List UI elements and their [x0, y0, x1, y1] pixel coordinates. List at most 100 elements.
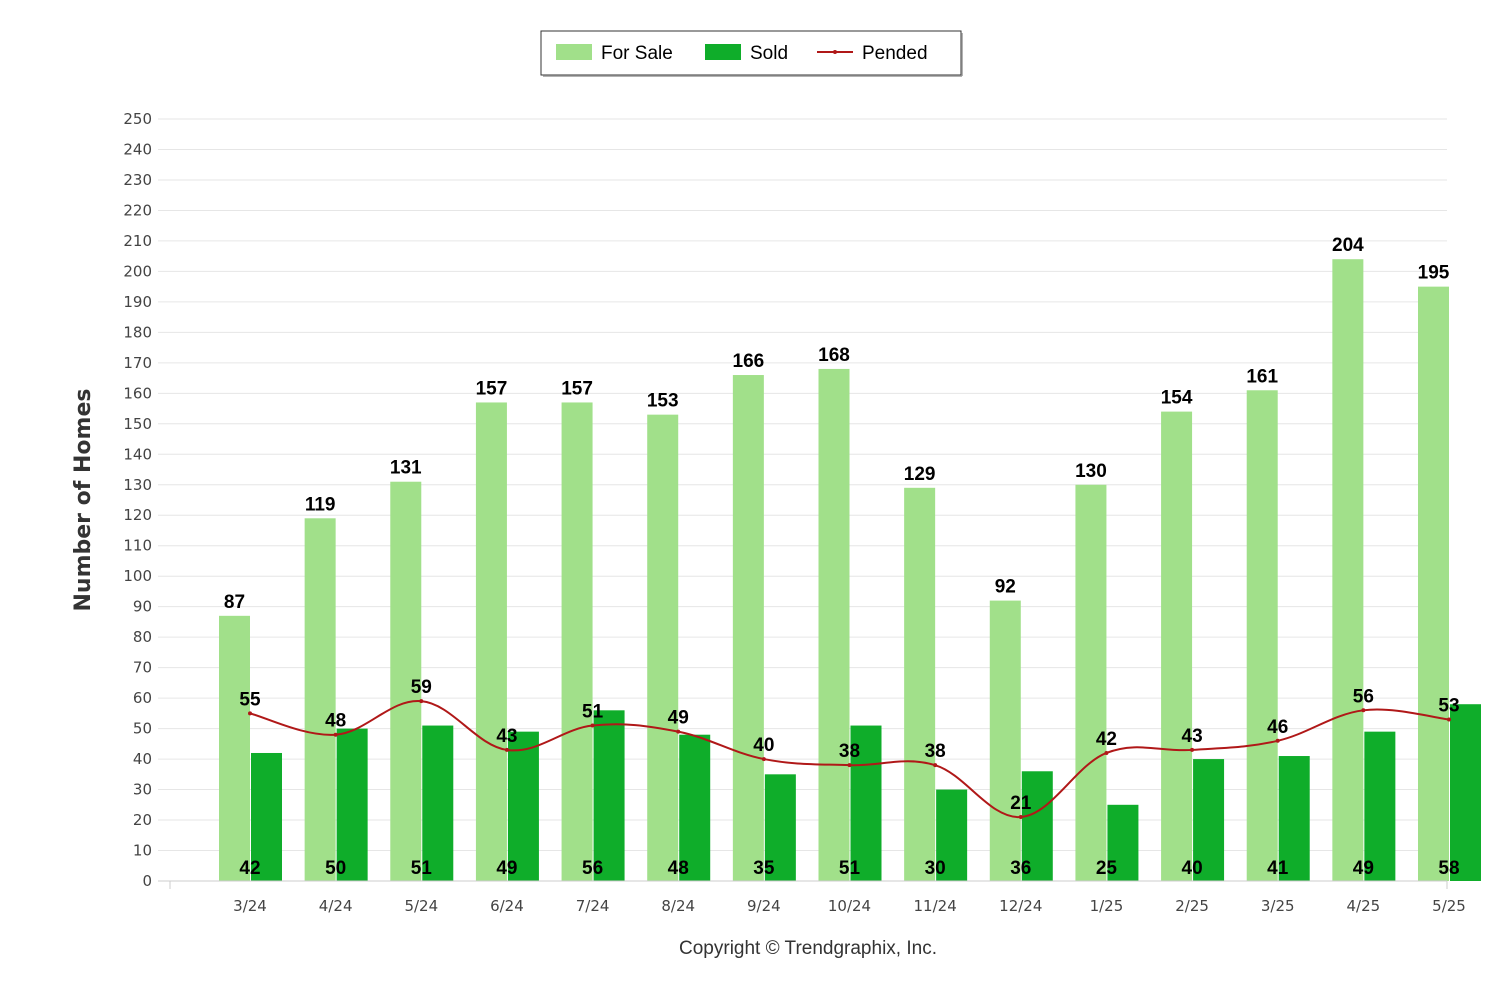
pended-point-11/24: [933, 763, 938, 768]
bar-for-sale-2/25: [1161, 411, 1193, 881]
y-tick-label-180: 180: [123, 323, 152, 341]
y-tick-label-230: 230: [123, 171, 152, 189]
x-tick-label-3/25: 3/25: [1261, 897, 1295, 915]
label-pended-11/24: 38: [925, 741, 946, 762]
grid-layer: [158, 118, 1447, 852]
y-tick-label-30: 30: [133, 781, 152, 799]
bar-sold-11/24: [936, 789, 968, 881]
label-sold-6/24: 49: [496, 858, 517, 879]
bar-for-sale-3/24: [219, 615, 250, 881]
bar-sold-1/25: [1107, 804, 1139, 881]
legend: For Sale Sold Pended: [540, 30, 963, 77]
y-tick-label-140: 140: [123, 445, 152, 463]
label-pended-3/25: 46: [1267, 717, 1288, 738]
x-tick-label-4/25: 4/25: [1347, 897, 1381, 915]
label-for-sale-9/24: 166: [733, 351, 765, 372]
y-tick-label-60: 60: [133, 689, 152, 707]
y-tick-label-200: 200: [123, 262, 152, 280]
bar-for-sale-3/25: [1246, 390, 1278, 881]
y-tick-label-0: 0: [142, 872, 152, 890]
pended-point-7/24: [590, 723, 595, 728]
y-tick-label-120: 120: [123, 506, 152, 524]
y-tick-label-130: 130: [123, 476, 152, 494]
label-for-sale-8/24: 153: [647, 391, 679, 412]
label-pended-4/25: 56: [1353, 686, 1374, 707]
pended-point-6/24: [504, 747, 509, 752]
line-layer: [248, 699, 1451, 819]
y-tick-label-250: 250: [123, 110, 152, 128]
y-tick-label-110: 110: [123, 537, 152, 555]
y-axis-title: Number of Homes: [71, 389, 96, 612]
legend-marker-pended: [833, 50, 837, 54]
pended-point-9/24: [761, 757, 766, 762]
label-pended-5/24: 59: [411, 677, 432, 698]
bar-sold-6/24: [507, 731, 539, 881]
copyright-credit: Copyright © Trendgraphix, Inc.: [679, 938, 937, 959]
bar-for-sale-12/24: [989, 600, 1021, 881]
bar-sold-5/24: [422, 725, 454, 881]
label-for-sale-3/24: 87: [224, 592, 245, 613]
bar-sold-2/25: [1193, 759, 1225, 881]
x-tick-label-4/24: 4/24: [319, 897, 353, 915]
x-tick-label-3/24: 3/24: [233, 897, 267, 915]
y-tick-label-160: 160: [123, 384, 152, 402]
label-for-sale-11/24: 129: [904, 464, 936, 485]
y-tick-label-220: 220: [123, 201, 152, 219]
bar-for-sale-4/24: [304, 518, 336, 881]
y-tick-label-150: 150: [123, 415, 152, 433]
x-tick-label-12/24: 12/24: [999, 897, 1042, 915]
label-sold-5/24: 51: [411, 858, 433, 879]
axis-layer: 0 10 20 30 40 50 60 70 80 90 100 110 120 130 140 150 160…: [123, 110, 1465, 915]
label-for-sale-1/25: 130: [1075, 461, 1107, 482]
x-tick-label-10/24: 10/24: [828, 897, 871, 915]
x-tick-label-9/24: 9/24: [747, 897, 781, 915]
pended-point-10/24: [847, 763, 852, 768]
bar-sold-8/24: [679, 734, 711, 881]
x-tick-label-5/24: 5/24: [404, 897, 438, 915]
y-tick-label-170: 170: [123, 354, 152, 372]
bar-sold-12/24: [1021, 771, 1053, 881]
y-tick-label-10: 10: [133, 842, 152, 860]
label-pended-5/25: 53: [1438, 695, 1459, 716]
x-tick-label-8/24: 8/24: [661, 897, 695, 915]
bar-sold-5/25: [1450, 704, 1481, 881]
bar-sold-9/24: [764, 774, 796, 881]
label-for-sale-12/24: 92: [995, 577, 1016, 598]
label-sold-10/24: 51: [839, 858, 861, 879]
y-tick-label-40: 40: [133, 750, 152, 768]
label-for-sale-6/24: 157: [476, 378, 508, 399]
pended-point-12/24: [1018, 814, 1023, 819]
label-for-sale-2/25: 154: [1161, 388, 1193, 409]
bar-for-sale-9/24: [732, 375, 764, 881]
bar-sold-3/24: [251, 752, 282, 881]
y-tick-label-190: 190: [123, 293, 152, 311]
label-sold-5/25: 58: [1438, 858, 1459, 879]
label-pended-12/24: 21: [1010, 793, 1032, 814]
label-sold-9/24: 35: [753, 858, 775, 879]
y-tick-label-70: 70: [133, 659, 152, 677]
legend-swatch-sold: [705, 44, 741, 60]
bar-sold-4/25: [1364, 731, 1396, 881]
pended-point-3/25: [1275, 738, 1280, 743]
label-for-sale-7/24: 157: [561, 378, 593, 399]
legend-box: [540, 30, 962, 76]
pended-point-2/25: [1190, 747, 1195, 752]
label-for-sale-3/25: 161: [1246, 366, 1278, 387]
bar-for-sale-1/25: [1075, 484, 1107, 881]
legend-label-pended: Pended: [862, 43, 928, 64]
label-for-sale-4/25: 204: [1332, 235, 1364, 256]
label-pended-1/25: 42: [1096, 729, 1117, 750]
label-for-sale-5/24: 131: [390, 458, 422, 479]
pended-point-4/24: [333, 732, 338, 737]
label-layer: 87 42 119 50 131 51 157 49 157 56 153 48 166 35 168 51 1…: [224, 235, 1460, 879]
bar-sold-3/25: [1278, 756, 1310, 881]
y-tick-label-50: 50: [133, 720, 152, 738]
label-sold-12/24: 36: [1010, 858, 1031, 879]
label-sold-7/24: 56: [582, 858, 603, 879]
label-pended-2/25: 43: [1182, 726, 1203, 747]
bar-layer: [219, 259, 1481, 881]
label-pended-7/24: 51: [582, 702, 604, 723]
label-pended-10/24: 38: [839, 741, 860, 762]
